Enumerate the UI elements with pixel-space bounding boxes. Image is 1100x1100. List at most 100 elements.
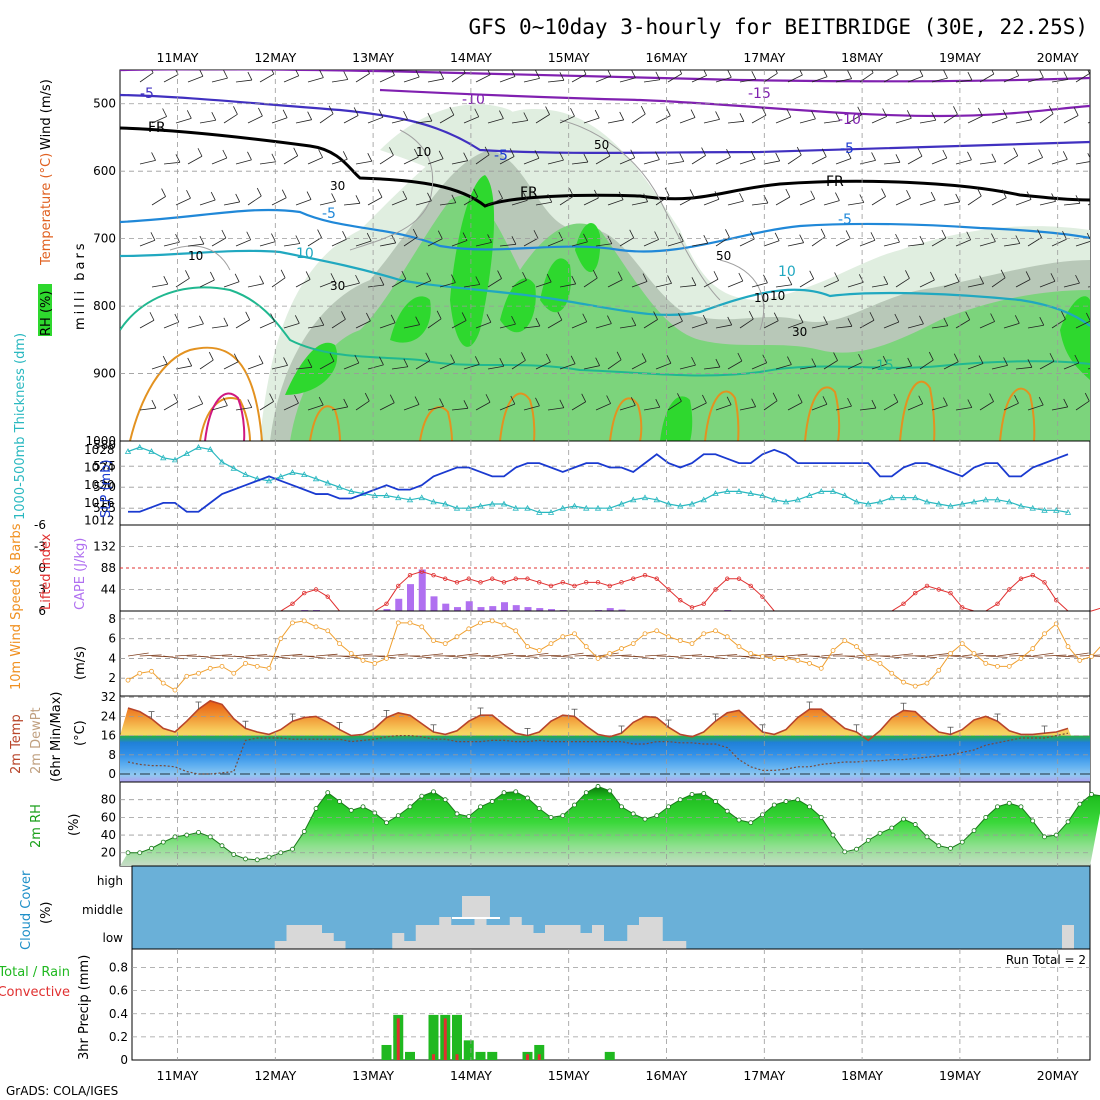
wind-barb [1063,115,1079,124]
cloud-bar [662,941,675,949]
wind-barb-feather [317,229,322,238]
wind10m-point [677,638,683,644]
precip-marks: 0.8 0.6 0.4 0.2 0 [109,961,1090,1067]
wind-barb [427,158,444,165]
thickness-point [559,504,566,511]
wind-barb [595,323,612,329]
cloud-bar [462,925,475,949]
wind10m-barb [245,654,268,657]
rh2m-point [501,790,507,796]
wind-barb-feather [941,229,947,239]
wind-barb-feather [151,399,157,409]
wind-barb [991,117,1008,124]
cloud-bar [439,917,452,949]
wind-barb-feather [414,396,420,405]
wind-barb [463,116,479,124]
thickness-point [242,471,249,477]
cloud-mid-block [462,896,490,918]
rh2m-point [478,804,483,810]
wind-barb [391,118,408,124]
wind-barb-feather [186,110,192,119]
wind-barb [391,198,407,206]
cloud-bar [274,941,287,949]
wind-barb-feather [847,397,852,407]
wind-barb [571,401,586,411]
wind10m-point [348,651,354,656]
wind-barb-feather [474,108,480,117]
temp-tick: 32 [101,690,116,704]
precip-unit: 3hr Precip (mm) [77,955,92,1060]
wind10m-point [536,648,542,653]
precip-conv-bar [396,1018,400,1060]
wind10m-point [936,667,942,673]
wind10m-panel: 8 6 4 2 [108,610,1100,697]
wind-barb [895,117,912,124]
wind-barb-feather [823,316,828,325]
wind10m-point [607,651,613,656]
wind10m-point [501,622,507,628]
wind-barb-feather [329,353,335,362]
thickness-point [136,443,143,450]
li-point [537,580,542,585]
wind-barb-feather [799,234,805,243]
li-point [501,580,507,585]
wind-barb-feather [690,109,696,118]
wind-barb [139,407,156,411]
rh2m-point [595,784,601,789]
wind-barb [163,241,180,247]
wind-barb-feather [727,70,732,78]
wind10m-point [172,687,178,693]
wind-barb-feather [810,190,816,199]
wind-barb [931,325,948,329]
wind10m-point [948,651,953,656]
wind-barb [535,201,552,206]
temperature-contour [609,397,643,441]
wind-barb [1075,400,1090,411]
wind-barb-feather [162,355,168,365]
wind-barb-feather [474,356,480,365]
wind-barb-feather [401,270,407,280]
wind-barb [979,321,995,329]
wind10m-barb [785,653,808,657]
wind-barb [691,155,706,165]
wind-barb [895,277,910,288]
wind-barb-feather [678,233,684,242]
wind-barb [175,365,192,370]
wind-barb-feather [928,351,934,361]
wind-barb [475,154,490,165]
wind-barb-feather [978,355,984,364]
rh2m-point [1042,834,1047,840]
wind-barb-feather [509,148,515,157]
cloud-bar [321,933,334,949]
wind-barb [403,324,420,329]
wind-barb-feather [1073,107,1079,116]
wind-barb [187,75,204,83]
wind-barb [451,160,468,165]
wind-barb [1015,199,1032,206]
wind-barb-feather [175,233,180,243]
wind-barb-feather [978,107,983,117]
stability-panel: -6 -3 0 3 6 132 88 44 [34,518,1100,618]
wind10m-point [454,634,460,640]
wind-barb-feather [511,70,516,77]
wind-barb-feather [294,395,299,404]
cloud-bar [333,941,346,949]
wind-barb-feather [522,192,528,201]
li-point [960,605,965,610]
rh2m-point [642,816,648,822]
rh2m-point [160,839,166,845]
wind-barb-feather [786,108,792,118]
wind-barb-feather [655,71,661,80]
wind-barb [415,120,432,124]
rh2m-point [795,797,801,803]
precip-conv-bar [432,1054,435,1060]
wind-barb [439,202,456,206]
wind-barb-feather [893,393,899,403]
temp-label: Temperature (°C) [39,153,54,266]
wind-barb [139,72,154,83]
thickness-point [512,504,519,511]
wind-barb [679,117,696,124]
wind10m-point [748,651,754,656]
thickness-point [1006,498,1013,505]
rh-band-strong [285,342,338,395]
